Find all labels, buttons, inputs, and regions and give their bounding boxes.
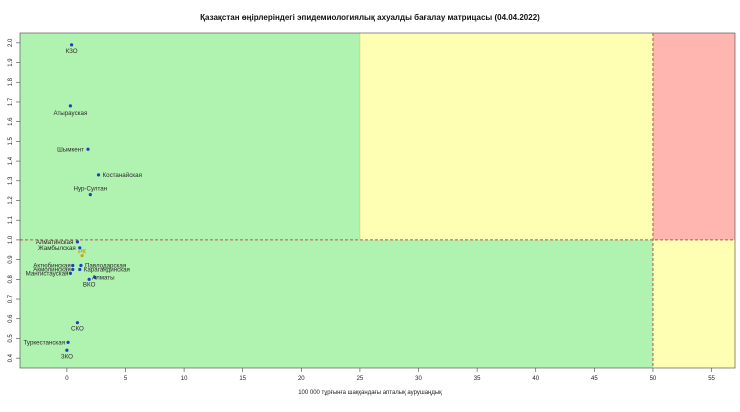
data-point	[88, 192, 92, 197]
y-tick-label: 1.3	[8, 176, 14, 185]
data-point	[69, 43, 74, 47]
x-tick-label: 55	[708, 376, 715, 382]
x-tick-label: 5	[124, 376, 128, 382]
y-tick-label: 1.0	[8, 235, 14, 244]
point-label: Мангистауская	[26, 270, 69, 277]
y-tick-label: 0.5	[8, 334, 14, 343]
x-tick-label: 40	[532, 376, 539, 382]
x-tick-label: 0	[65, 376, 69, 382]
x-tick-label: 20	[298, 376, 305, 382]
x-tick-label: 50	[650, 376, 657, 382]
data-points: КЗО Атырауская Шымкент Костанайская Нур-Султ…	[23, 43, 142, 360]
x-tick-label: 10	[181, 376, 188, 382]
risk-zone-0	[20, 33, 360, 240]
y-tick-label: 1.1	[8, 215, 14, 224]
x-tick-label: 45	[591, 376, 598, 382]
x-axis: 0 5 10 15 20 25 30 35 40 45 50 55	[65, 368, 716, 382]
y-tick-label: 0.8	[8, 274, 14, 283]
x-tick-label: 15	[239, 376, 246, 382]
data-point	[93, 275, 97, 279]
y-tick-label: 1.8	[8, 77, 14, 86]
y-tick-label: 1.7	[8, 97, 14, 106]
risk-zone-2	[652, 33, 735, 240]
data-point	[68, 104, 73, 108]
point-label: РК	[78, 249, 86, 256]
point-label: Алматинская	[36, 239, 74, 246]
point-label: Павлодарская	[85, 263, 126, 270]
x-tick-label: 35	[474, 376, 481, 382]
risk-zones	[20, 33, 735, 368]
y-tick-label: 1.6	[8, 117, 14, 126]
point-label: Карагандинская	[84, 266, 130, 273]
data-point	[66, 340, 70, 344]
data-point	[75, 321, 80, 325]
point-label: Атырауская	[53, 110, 87, 117]
x-axis-label: 100 000 тұрғынға шаққандағы апталық ауру…	[298, 390, 442, 396]
data-point	[75, 240, 80, 244]
y-tick-label: 0.4	[8, 353, 14, 362]
point-label: Нур-Султан	[73, 186, 107, 193]
risk-zone-3	[20, 239, 653, 368]
y-tick-label: 1.9	[8, 58, 14, 67]
point-label: Шымкент	[57, 146, 84, 153]
data-point	[86, 147, 90, 151]
data-point	[87, 277, 91, 281]
point-label: ЗКО	[61, 353, 73, 360]
data-point	[68, 271, 73, 276]
y-tick-label: 1.2	[8, 196, 14, 205]
point-label: КЗО	[66, 48, 78, 55]
threshold-lines	[20, 33, 735, 368]
y-tick-label: 1.5	[8, 137, 14, 146]
risk-zone-1	[359, 33, 653, 240]
data-point	[79, 263, 83, 268]
y-tick-label: 0.7	[8, 294, 14, 303]
data-point	[96, 173, 101, 177]
y-tick-label: 2.0	[8, 38, 14, 47]
data-point	[78, 267, 82, 272]
y-axis: 0.4 0.5 0.6 0.7 0.8 0.9 1.0 1.1 1.2 1.3 1.4 1.5 1.6 1…	[8, 38, 20, 362]
data-point	[71, 263, 75, 268]
data-point	[71, 267, 75, 272]
data-point	[80, 254, 84, 258]
point-label: Акмолинская	[33, 266, 71, 273]
x-tick-label: 25	[357, 376, 364, 382]
chart-title: Қазақстан өңірлеріндегі эпидемиологиялық…	[200, 13, 540, 22]
point-label: Туркестанская	[23, 339, 65, 346]
y-tick-label: 0.9	[8, 255, 14, 264]
point-label: Костанайская	[103, 172, 142, 179]
point-label: Алматы	[92, 274, 115, 281]
point-label: Актюбинская	[33, 263, 71, 270]
y-tick-label: 0.6	[8, 314, 14, 323]
point-label: ВКО	[83, 281, 96, 288]
x-tick-label: 30	[415, 376, 422, 382]
data-point	[65, 348, 69, 352]
y-tick-label: 1.4	[8, 156, 14, 165]
risk-zone-4	[652, 239, 735, 368]
point-label: Жамбылская	[38, 245, 76, 252]
point-label: СКО	[71, 326, 84, 333]
data-point	[78, 246, 82, 250]
